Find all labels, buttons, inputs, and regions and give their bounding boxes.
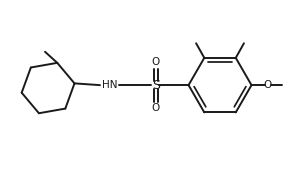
Text: O: O — [263, 80, 271, 90]
Text: O: O — [152, 57, 160, 67]
Text: HN: HN — [102, 80, 117, 90]
Text: O: O — [152, 103, 160, 113]
Text: S: S — [152, 79, 160, 92]
